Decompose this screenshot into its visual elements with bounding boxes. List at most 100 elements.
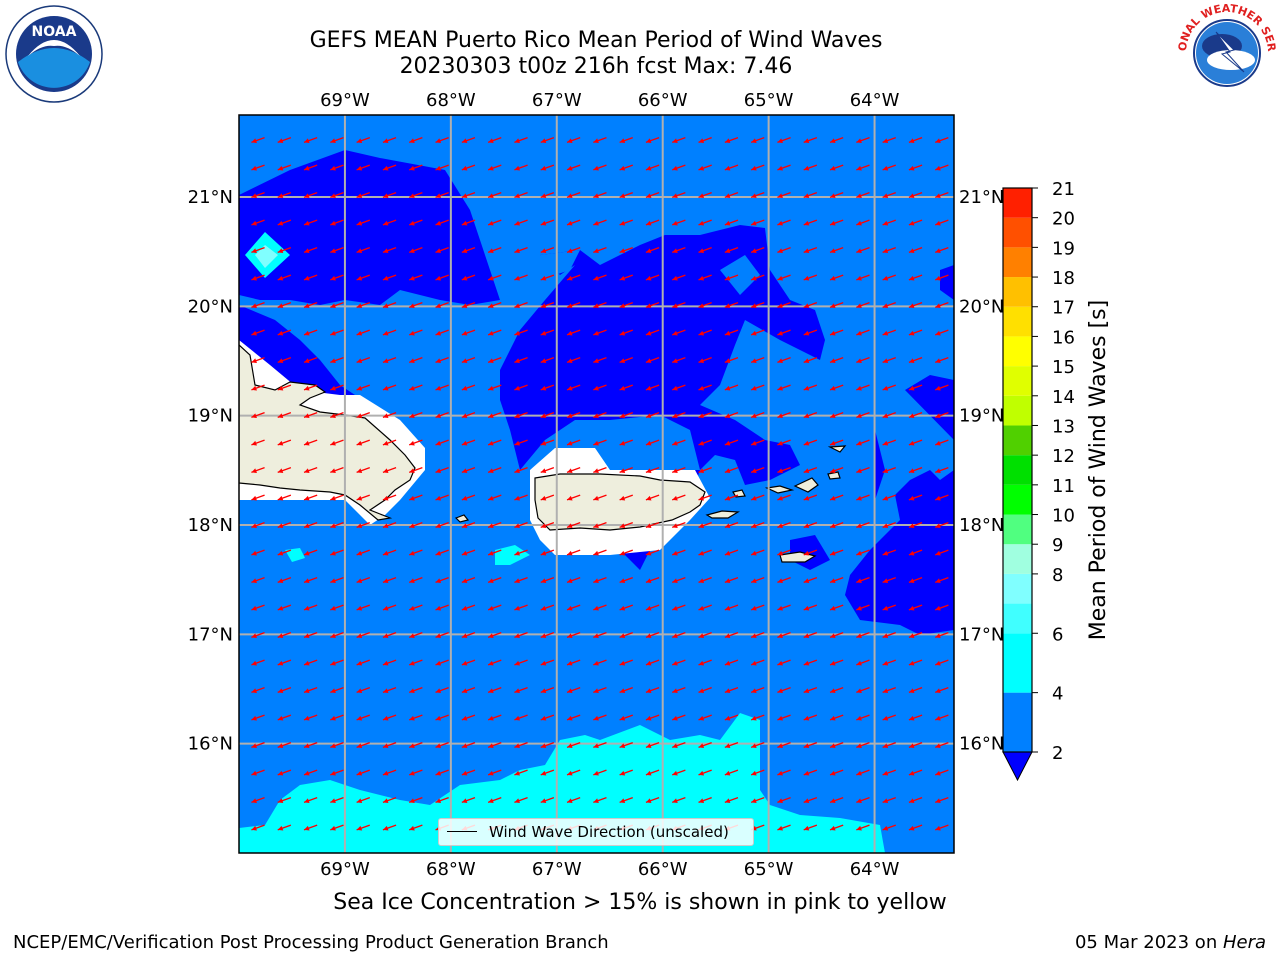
wind-arrow <box>750 164 765 171</box>
wind-arrow <box>303 686 318 694</box>
wind-arrow <box>330 356 344 364</box>
lat-tick-label-right: 21°N <box>959 187 1004 208</box>
wind-arrow <box>829 796 844 804</box>
lat-tick-label-right: 19°N <box>959 406 1004 427</box>
wind-arrow <box>724 686 739 694</box>
wind-arrow <box>856 356 870 364</box>
wind-arrow <box>908 219 923 226</box>
wind-arrow <box>724 219 739 226</box>
wind-arrow <box>461 329 476 336</box>
wind-arrow <box>803 741 818 749</box>
wind-arrow <box>619 686 634 694</box>
wind-arrow <box>408 136 423 144</box>
wind-arrow <box>724 741 739 749</box>
wind-arrow <box>514 686 528 694</box>
colorbar-tick-label: 13 <box>1052 416 1075 437</box>
colorbar-tick-label: 9 <box>1052 535 1063 556</box>
wind-arrow <box>514 796 528 804</box>
wind-arrow <box>882 246 897 254</box>
wind-arrow <box>540 549 555 556</box>
wind-arrow <box>908 549 923 556</box>
wind-arrow <box>777 741 791 749</box>
wind-arrow <box>251 356 265 364</box>
wind-arrow <box>461 796 476 804</box>
wind-arrow <box>882 521 897 529</box>
lat-tick-label-left: 21°N <box>188 187 233 208</box>
wind-arrow <box>330 411 344 419</box>
wind-arrow <box>803 411 818 419</box>
wind-arrow <box>645 411 660 419</box>
wind-arrow <box>487 604 502 611</box>
wind-arrow <box>671 356 686 364</box>
wind-arrow <box>514 219 528 226</box>
wind-arrow <box>593 384 607 391</box>
wind-arrow <box>251 714 265 721</box>
sea-ice-note: Sea Ice Concentration > 15% is shown in … <box>333 890 947 915</box>
wind-arrow <box>251 576 265 584</box>
wind-arrow <box>856 714 870 721</box>
wind-arrow <box>435 769 449 776</box>
wind-arrow <box>934 411 949 419</box>
colorbar-tick-label: 12 <box>1052 446 1075 467</box>
wind-arrow <box>540 686 555 694</box>
wind-arrow <box>803 769 818 776</box>
wind-arrow <box>724 301 739 309</box>
wind-arrow <box>461 384 476 391</box>
wind-arrow <box>882 631 897 639</box>
wind-arrow <box>803 824 818 831</box>
wind-arrow <box>303 769 318 776</box>
wind-arrow <box>856 274 870 281</box>
wind-arrow <box>619 631 634 639</box>
wind-arrow <box>777 549 791 556</box>
wind-arrow <box>382 521 397 529</box>
wind-arrow <box>540 329 555 336</box>
wind-arrow <box>382 824 397 831</box>
wind-arrow <box>882 191 897 199</box>
wind-arrow <box>619 356 634 364</box>
wind-arrow <box>882 329 897 336</box>
wind-arrow <box>566 384 581 391</box>
wind-arrow <box>645 796 660 804</box>
wind-arrow <box>777 329 791 336</box>
wind-arrow <box>750 521 765 529</box>
wind-arrow <box>934 631 949 639</box>
wind-arrow <box>645 164 660 171</box>
wind-arrow <box>803 329 818 336</box>
wind-arrow <box>408 521 423 529</box>
wind-arrow <box>566 411 581 419</box>
legend-label: Wind Wave Direction (unscaled) <box>489 823 729 841</box>
wind-arrow <box>750 796 765 804</box>
lon-tick-label-top: 65°W <box>744 90 794 111</box>
wind-arrow <box>435 741 449 749</box>
wind-arrow <box>829 466 844 474</box>
wind-arrow <box>277 549 292 556</box>
wind-arrow <box>487 384 502 391</box>
wind-arrow <box>645 136 660 144</box>
colorbar-segment <box>1003 425 1032 456</box>
colorbar-segment <box>1003 514 1032 545</box>
wind-arrow <box>487 741 502 749</box>
wind-arrow <box>435 659 449 666</box>
wind-arrow <box>619 714 634 721</box>
wind-arrow <box>435 686 449 694</box>
wind-arrow <box>356 796 371 804</box>
wind-arrow <box>908 521 923 529</box>
wind-arrow <box>777 796 791 804</box>
colorbar-tick-label: 16 <box>1052 327 1075 348</box>
wind-arrow <box>777 604 791 611</box>
wind-arrow <box>724 136 739 144</box>
wind-arrow <box>251 631 265 639</box>
wind-arrow <box>408 246 423 254</box>
lon-tick-label-top: 67°W <box>532 90 582 111</box>
lon-tick-label-bottom: 66°W <box>638 859 688 880</box>
wind-arrow <box>487 411 502 419</box>
wind-arrow <box>698 521 712 529</box>
wind-arrow <box>487 219 502 226</box>
wind-arrow <box>856 659 870 666</box>
wind-arrow <box>382 549 397 556</box>
wind-arrow <box>356 164 371 171</box>
wind-arrow <box>435 356 449 364</box>
wind-arrow <box>934 824 949 831</box>
wind-arrow <box>724 329 739 336</box>
wind-arrow <box>619 191 634 199</box>
